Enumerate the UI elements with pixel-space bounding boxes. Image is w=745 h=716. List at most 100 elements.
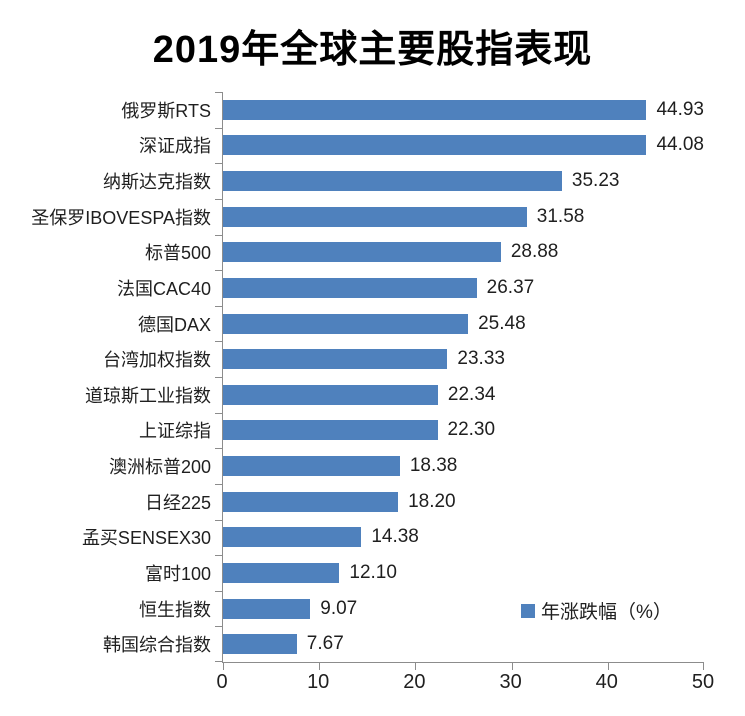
bar-row: 25.48 <box>223 306 704 342</box>
legend-marker-icon <box>521 603 535 618</box>
bar <box>223 634 297 655</box>
y-tick <box>215 555 223 557</box>
category-label: 台湾加权指数 <box>103 350 211 371</box>
value-label: 14.38 <box>371 526 419 548</box>
category-label: 标普500 <box>144 243 211 264</box>
bar <box>223 420 438 441</box>
value-label: 44.08 <box>656 134 704 156</box>
y-tick <box>215 341 223 343</box>
bar-row: 44.08 <box>223 128 704 164</box>
bar <box>223 206 527 227</box>
y-tick <box>215 270 223 272</box>
bar <box>223 171 562 192</box>
x-tick <box>511 663 513 670</box>
bar-row: 7.67 <box>223 626 704 662</box>
category-label: 纳斯达克指数 <box>103 172 211 193</box>
x-tick-label: 50 <box>691 671 715 693</box>
value-label: 9.07 <box>320 597 358 619</box>
y-tick <box>215 661 223 662</box>
bar-row: 12.10 <box>223 555 704 591</box>
y-tick <box>215 234 223 236</box>
x-tick <box>607 663 609 670</box>
bar <box>223 349 448 370</box>
x-tick-label: 10 <box>307 671 330 693</box>
category-label: 深证成指 <box>139 136 211 157</box>
value-label: 18.20 <box>408 490 456 512</box>
x-tick-label: 30 <box>499 671 522 693</box>
y-tick <box>215 519 223 521</box>
x-tick-label: 0 <box>216 671 228 693</box>
value-label: 23.33 <box>457 348 505 370</box>
value-label: 18.38 <box>409 455 458 477</box>
bar <box>223 456 400 477</box>
value-label: 44.93 <box>656 98 704 120</box>
bar <box>223 242 501 263</box>
value-label: 22.34 <box>447 383 496 405</box>
category-label: 恒生指数 <box>139 599 211 620</box>
value-label: 28.88 <box>510 241 559 263</box>
category-label: 上证综指 <box>139 421 211 442</box>
value-label: 25.48 <box>478 312 526 334</box>
category-label: 富时100 <box>144 563 211 584</box>
bar-row: 44.93 <box>223 92 704 128</box>
bar <box>223 527 362 548</box>
x-tick-label: 20 <box>403 671 426 693</box>
category-label: 德国DAX <box>137 314 211 335</box>
bar-row: 28.88 <box>223 235 704 271</box>
bar-row: 9.07 <box>223 591 704 627</box>
y-tick <box>215 163 223 165</box>
bar-row: 22.30 <box>223 413 704 449</box>
y-tick <box>215 198 223 200</box>
category-label: 圣保罗IBOVESPA指数 <box>31 207 211 228</box>
category-label: 日经225 <box>144 492 211 513</box>
value-label: 7.67 <box>306 633 344 655</box>
bar-row: 31.58 <box>223 199 704 235</box>
y-tick <box>215 305 223 307</box>
y-tick <box>215 412 223 414</box>
bar-rows: 44.93 44.08 35.23 31.58 28.88 26.37 25.48 23.33… <box>223 92 704 662</box>
y-tick <box>215 483 223 485</box>
bar-row: 22.34 <box>223 377 704 413</box>
category-label: 孟买SENSEX30 <box>81 528 211 549</box>
bar <box>223 135 647 156</box>
x-tick-label: 40 <box>595 671 618 693</box>
bar <box>223 313 469 334</box>
x-tick <box>703 663 704 670</box>
bar-row: 26.37 <box>223 270 704 306</box>
value-label: 22.30 <box>447 419 496 441</box>
y-tick <box>215 92 223 93</box>
bar-row: 35.23 <box>223 163 704 199</box>
value-label: 31.58 <box>536 205 585 227</box>
bar-row: 14.38 <box>223 520 704 556</box>
category-label: 澳洲标普200 <box>108 457 211 478</box>
y-tick <box>215 590 223 592</box>
category-label: 法国CAC40 <box>116 278 211 299</box>
x-tick <box>415 663 417 670</box>
legend-label: 年涨跌幅（%） <box>541 602 672 623</box>
x-tick <box>223 663 224 670</box>
y-tick <box>215 127 223 129</box>
y-tick <box>215 377 223 378</box>
x-tick <box>319 663 321 670</box>
category-axis: 俄罗斯RTS 深证成指纳斯达克指数圣保罗IBOVESPA指数标普500 法国CAC4… <box>0 92 211 662</box>
category-label: 韩国综合指数 <box>103 635 211 656</box>
bar <box>223 99 647 120</box>
chart-title: 2019年全球主要股指表现 <box>152 29 593 71</box>
category-label: 俄罗斯RTS <box>121 100 211 121</box>
legend: 年涨跌幅（%） <box>521 597 672 624</box>
bar <box>223 562 340 583</box>
y-tick <box>215 448 223 450</box>
bar-row: 18.38 <box>223 448 704 484</box>
x-axis: 0 10 20 30 40 50 <box>216 671 714 697</box>
value-label: 26.37 <box>486 276 535 298</box>
bar-row: 18.20 <box>223 484 704 520</box>
category-label: 道琼斯工业指数 <box>85 385 211 406</box>
value-label: 35.23 <box>571 170 620 192</box>
plot-area: 44.93 44.08 35.23 31.58 28.88 26.37 25.48 23.33… <box>215 92 704 670</box>
bar <box>223 491 399 512</box>
bar-row: 23.33 <box>223 341 704 377</box>
value-label: 12.10 <box>349 561 397 583</box>
bar <box>223 598 311 619</box>
y-tick <box>215 626 223 628</box>
